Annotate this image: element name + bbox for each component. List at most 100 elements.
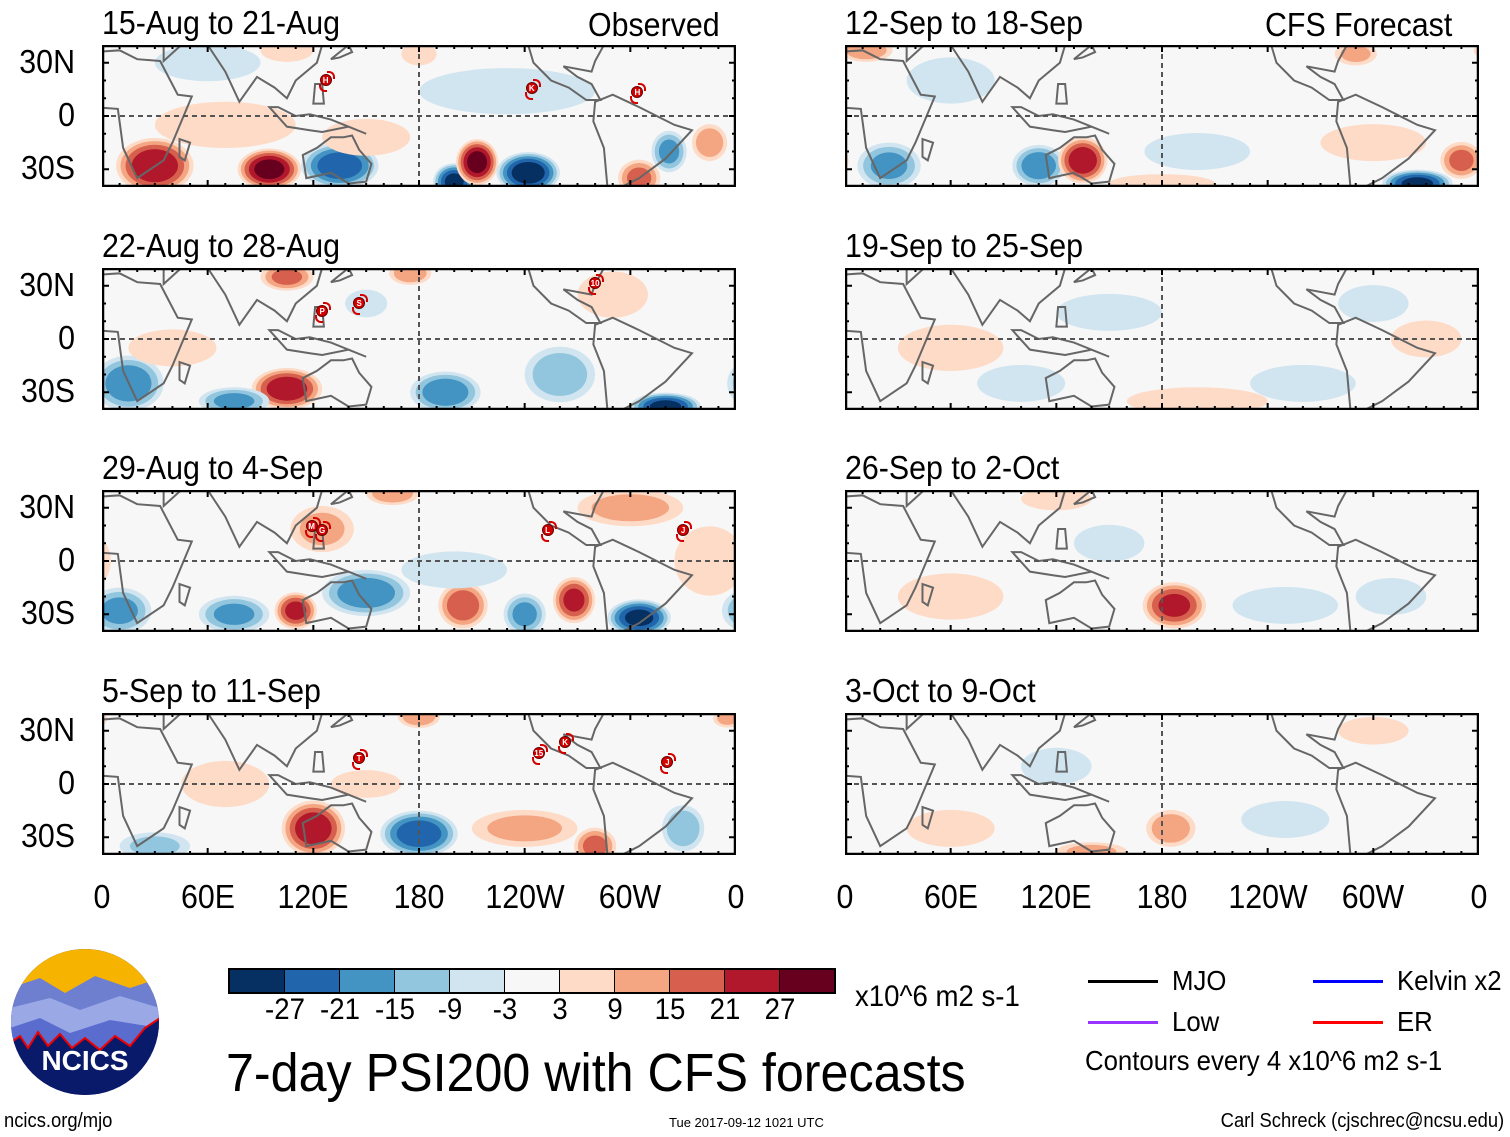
colorbar-label: 27 [764,993,796,1026]
coastline [330,268,354,284]
tropical-cyclone-icon: K [558,733,575,755]
positive-anomaly [181,760,270,808]
colorbar-label: 3 [552,993,568,1026]
colorbar-swatch [505,970,560,992]
positive-anomaly [897,573,1004,620]
tropical-cyclone-icon: K [524,79,541,101]
tropical-cyclone-icon: M [304,517,321,539]
positive-anomaly [467,151,488,174]
positive-anomaly [1151,814,1190,843]
colorbar-swatch [560,970,615,992]
tropical-cyclone-icon: S [352,293,369,315]
tropical-cyclone-icon: H [318,70,335,92]
panel-frame [845,45,1479,187]
coastline [1270,490,1349,547]
coastline [1044,802,1116,853]
coastline [1270,268,1349,325]
coastline [102,272,194,403]
footer-url[interactable]: ncics.org/mjo [4,1110,113,1132]
coastline [178,805,192,830]
positive-anomaly [897,324,1004,371]
positive-anomaly [1340,45,1371,63]
coastline [301,134,373,185]
coastline [1073,268,1097,284]
negative-anomaly [512,602,537,627]
latitude-label: 30N [19,710,75,748]
coastline [1270,713,1349,770]
negative-anomaly [154,45,261,82]
coastline [1335,538,1437,632]
latitude-label: 30S [20,817,75,855]
legend-label: MJO [1172,965,1227,996]
coastline [1055,83,1068,105]
colorbar-swatch [395,970,450,992]
negative-anomaly [511,161,545,184]
footer-author: Carl Schreck (cjschrec@ncsu.edu) [1220,1110,1504,1132]
coastline [330,45,354,61]
colorbar-label: -3 [492,993,518,1026]
coastline [905,713,1067,772]
map-panel-observed: P S 10 [102,268,736,410]
legend-line-er [1313,1021,1383,1024]
coastline [162,268,324,327]
colorbar-label: -15 [375,993,415,1026]
coastline [267,774,367,803]
panel-title: 5-Sep to 11-Sep [102,672,321,709]
coastline [592,761,694,855]
coastline [845,717,937,848]
panel-title: 22-Aug to 28-Aug [102,227,340,264]
storm-label: 15 [532,746,545,759]
legend-line-low [1088,1021,1158,1024]
colorbar-swatch [615,970,670,992]
map-panel-observed: T 15 K J [102,713,736,855]
coastline [267,106,367,135]
positive-anomaly [717,713,736,725]
panel-title: 12-Sep to 18-Sep [845,4,1083,41]
colorbar-units: x10^6 m2 s-1 [855,980,1020,1013]
colorbar-swatch [450,970,505,992]
negative-anomaly [337,577,395,609]
colorbar-swatch [285,970,340,992]
longitude-label: 120W [1227,878,1308,915]
negative-anomaly [1021,152,1057,180]
latitude-label: 30N [19,265,75,303]
coastline [1073,45,1097,61]
tropical-cyclone-icon: 10 [588,273,605,295]
longitude-label: 60E [923,878,978,915]
tropical-cyclone-icon: P [315,302,332,324]
positive-anomaly [563,588,585,612]
forecast-header: CFS Forecast [1265,6,1453,43]
longitude-label: 60W [599,878,662,915]
storm-label: H [631,85,644,98]
coastline [1335,316,1437,410]
panel-title: 3-Oct to 9-Oct [845,672,1036,709]
coastline [1044,357,1116,408]
legend-label: Low [1172,1006,1220,1037]
negative-anomaly [1241,801,1330,838]
coastline [162,45,324,104]
map-panel-forecast [845,490,1479,632]
colorbar-swatch [670,970,725,992]
coastline [301,802,373,853]
legend-line-kelvin-x2 [1313,980,1383,983]
latitude-label: 30S [20,372,75,410]
latitude-label: 30S [20,594,75,632]
coastline [905,45,1067,104]
colorbar-label: -21 [320,993,360,1026]
coastline [1010,551,1110,580]
longitude-label: 120W [484,878,565,915]
coastline [330,713,354,729]
coastline [267,551,367,580]
coastline [1044,134,1116,185]
coastline [178,582,192,607]
ncics-logo: NCICS [10,948,160,1096]
coastline [162,490,324,549]
positive-anomaly [1066,844,1117,855]
coastline [921,137,935,162]
coastline [178,360,192,385]
coastline [1055,306,1068,328]
coastline [1010,774,1110,803]
storm-label: K [525,82,538,95]
